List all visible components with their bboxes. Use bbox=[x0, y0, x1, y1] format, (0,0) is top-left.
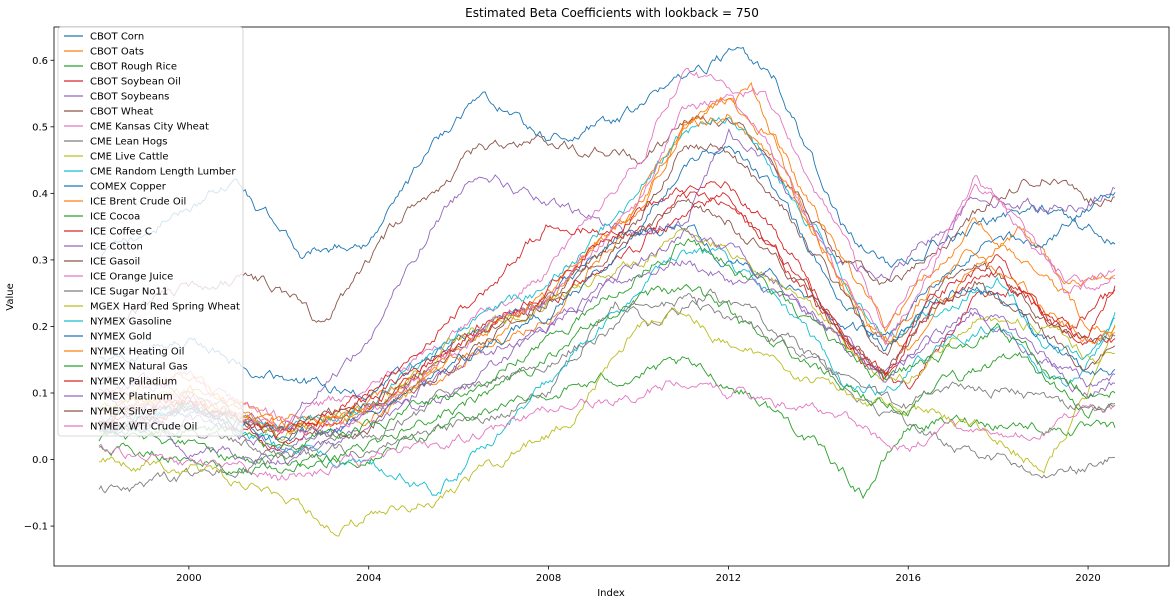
legend-label: ICE Orange Juice bbox=[90, 272, 173, 283]
legend-label: NYMEX Gold bbox=[90, 332, 152, 343]
legend-label: ICE Gasoil bbox=[90, 257, 140, 268]
series-line bbox=[98, 128, 1116, 432]
series-line bbox=[98, 228, 1116, 455]
x-tick-label: 2016 bbox=[896, 573, 921, 584]
x-tick-label: 2008 bbox=[536, 573, 561, 584]
y-tick-label: 0.0 bbox=[32, 455, 48, 466]
y-tick-label: 0.2 bbox=[32, 322, 48, 333]
series-line bbox=[98, 181, 1116, 433]
legend-label: CBOT Soybean Oil bbox=[90, 77, 181, 88]
y-tick-label: −0.1 bbox=[24, 522, 48, 533]
legend-label: CME Live Cattle bbox=[90, 152, 169, 163]
series-line bbox=[98, 81, 1116, 429]
series-line bbox=[98, 46, 1116, 268]
series-line bbox=[98, 283, 1116, 476]
x-tick-label: 2020 bbox=[1075, 573, 1100, 584]
series-line bbox=[98, 198, 1116, 432]
series-line bbox=[98, 186, 1116, 440]
legend-label: NYMEX Heating Oil bbox=[90, 347, 184, 358]
legend-label: CBOT Soybeans bbox=[90, 92, 169, 103]
x-axis: 2000 2004 2008 2012 2016 2020 bbox=[176, 566, 1101, 584]
legend-label: CBOT Corn bbox=[90, 32, 144, 43]
y-tick-label: 0.6 bbox=[32, 56, 48, 67]
legend-label: ICE Cotton bbox=[90, 242, 143, 253]
series-line bbox=[98, 116, 1116, 431]
legend-items: CBOT Corn CBOT Oats CBOT Rough Rice CBOT So… bbox=[64, 32, 240, 433]
y-axis-title: Value bbox=[5, 283, 16, 310]
y-tick-label: 0.4 bbox=[32, 189, 48, 200]
series-line bbox=[98, 292, 1116, 460]
y-tick-label: 0.1 bbox=[32, 388, 48, 399]
legend-label: ICE Sugar No11 bbox=[90, 287, 168, 298]
legend-label: ICE Cocoa bbox=[90, 212, 140, 223]
legend-label: MGEX Hard Red Spring Wheat bbox=[90, 302, 240, 313]
x-axis-title: Index bbox=[597, 588, 625, 599]
series-line bbox=[98, 227, 1116, 441]
legend-label: CBOT Rough Rice bbox=[90, 62, 177, 73]
y-tick-label: 0.5 bbox=[32, 122, 48, 133]
series-line bbox=[98, 67, 1116, 423]
series-line bbox=[98, 192, 1116, 401]
series-line bbox=[98, 260, 1116, 466]
series-line bbox=[98, 191, 1116, 452]
legend-label: NYMEX Platinum bbox=[90, 392, 173, 403]
legend-label: NYMEX WTI Crude Oil bbox=[90, 422, 197, 433]
legend-label: NYMEX Palladium bbox=[90, 377, 177, 388]
series-line bbox=[98, 142, 1116, 444]
legend-label: NYMEX Natural Gas bbox=[90, 362, 188, 373]
legend-label: CME Kansas City Wheat bbox=[90, 122, 209, 133]
legend-label: COMEX Copper bbox=[90, 182, 167, 193]
legend: CBOT Corn CBOT Oats CBOT Rough Rice CBOT So… bbox=[57, 26, 244, 437]
series-line bbox=[98, 238, 1116, 451]
chart-title: Estimated Beta Coefficients with lookbac… bbox=[465, 6, 759, 20]
series-layer bbox=[98, 46, 1116, 537]
series-line bbox=[98, 380, 1116, 481]
y-tick-label: 0.3 bbox=[32, 255, 48, 266]
series-line bbox=[98, 247, 1116, 496]
legend-box bbox=[57, 26, 244, 437]
legend-label: CME Lean Hogs bbox=[90, 137, 168, 148]
legend-label: NYMEX Gasoline bbox=[90, 317, 172, 328]
x-tick-label: 2012 bbox=[716, 573, 741, 584]
x-tick-label: 2000 bbox=[176, 573, 201, 584]
legend-label: ICE Coffee C bbox=[90, 227, 152, 238]
series-line bbox=[98, 113, 1116, 435]
series-line bbox=[98, 307, 1116, 537]
series-line bbox=[98, 115, 1115, 328]
legend-label: CME Random Length Lumber bbox=[90, 167, 236, 178]
series-line bbox=[98, 93, 1116, 436]
legend-label: CBOT Wheat bbox=[90, 107, 153, 118]
series-line bbox=[98, 96, 1116, 429]
legend-label: CBOT Oats bbox=[90, 47, 144, 58]
x-tick-label: 2004 bbox=[356, 573, 381, 584]
y-axis: −0.1 0.0 0.1 0.2 0.3 0.4 0.5 0.6 bbox=[24, 56, 54, 533]
plot-frame bbox=[53, 26, 1170, 567]
legend-label: NYMEX Silver bbox=[90, 407, 158, 418]
legend-label: ICE Brent Crude Oil bbox=[90, 197, 186, 208]
series-line bbox=[98, 145, 1116, 442]
